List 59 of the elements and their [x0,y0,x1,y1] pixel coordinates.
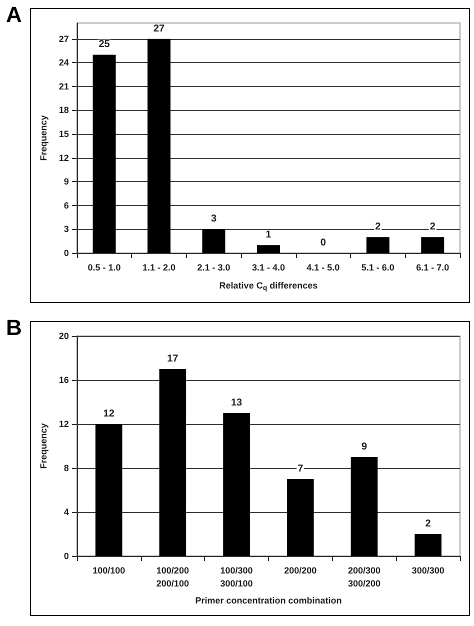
y-tick-label: 3 [64,224,69,234]
chart-title: A [6,2,22,28]
x-tick-label: 2.1 - 3.0 [197,262,230,272]
bar [159,369,186,556]
data-label: 2 [425,518,432,530]
data-label: 9 [361,442,368,452]
bar [414,534,442,556]
chart-title: B [6,315,22,341]
x-tick-label: 3.1 - 4.0 [252,262,285,272]
bar [148,38,170,253]
y-tick-label: 27 [58,34,69,44]
x-tick-label: 4.1 - 5.0 [306,262,340,272]
y-tick-label: 20 [58,331,69,341]
y-tick-label: 16 [58,375,69,385]
bar [92,54,116,253]
x-tick-label: 5.1 - 6.0 [361,262,394,272]
data-label: 13 [230,398,243,408]
data-label: 2 [375,222,382,233]
y-tick-label: 24 [58,58,69,68]
x-tick-label: 100/200 200/100 [156,566,189,588]
x-tick-label: 1.1 - 2.0 [142,262,176,272]
x-tick-label: 6.1 - 7.0 [416,262,450,272]
bar [286,479,314,556]
bar [421,237,444,253]
data-label: 12 [103,408,115,420]
x-tick-label: 200/300 300/200 [348,566,380,588]
y-tick-label: 15 [58,129,69,140]
bar [223,413,250,556]
x-tick-label: 100/300 300/100 [220,566,253,588]
data-label: 17 [167,354,179,364]
data-label: 27 [153,23,165,34]
data-label: 7 [298,464,304,474]
data-label: 25 [98,39,110,50]
y-tick-label: 8 [64,463,69,473]
y-tick-label: 0 [64,551,69,561]
bar [256,245,280,253]
x-tick-label: 200/200 [284,566,317,576]
y-tick-label: 18 [58,105,69,116]
bar [366,237,390,253]
y-tick-label: 12 [58,419,69,429]
y-axis-title: Frequency [38,115,48,161]
y-tick-label: 4 [64,507,69,517]
y-axis-title: Frequency [38,423,48,469]
y-tick-label: 12 [58,152,69,163]
data-label: 3 [210,214,217,225]
bar [350,457,378,556]
bar [202,229,226,253]
x-tick-label: 300/300 [412,566,444,576]
bar [95,424,122,556]
data-label: 1 [266,230,272,241]
y-tick-label: 9 [64,176,69,187]
x-axis-title: Primer concentration combination [195,596,342,606]
x-tick-label: 0.5 - 1.0 [88,262,121,272]
data-label: 0 [320,238,326,248]
y-tick-label: 21 [58,81,69,92]
x-tick-label: 100/100 [92,566,126,576]
y-tick-label: 6 [64,200,69,210]
data-label: 2 [430,222,436,233]
y-tick-label: 0 [64,248,69,258]
